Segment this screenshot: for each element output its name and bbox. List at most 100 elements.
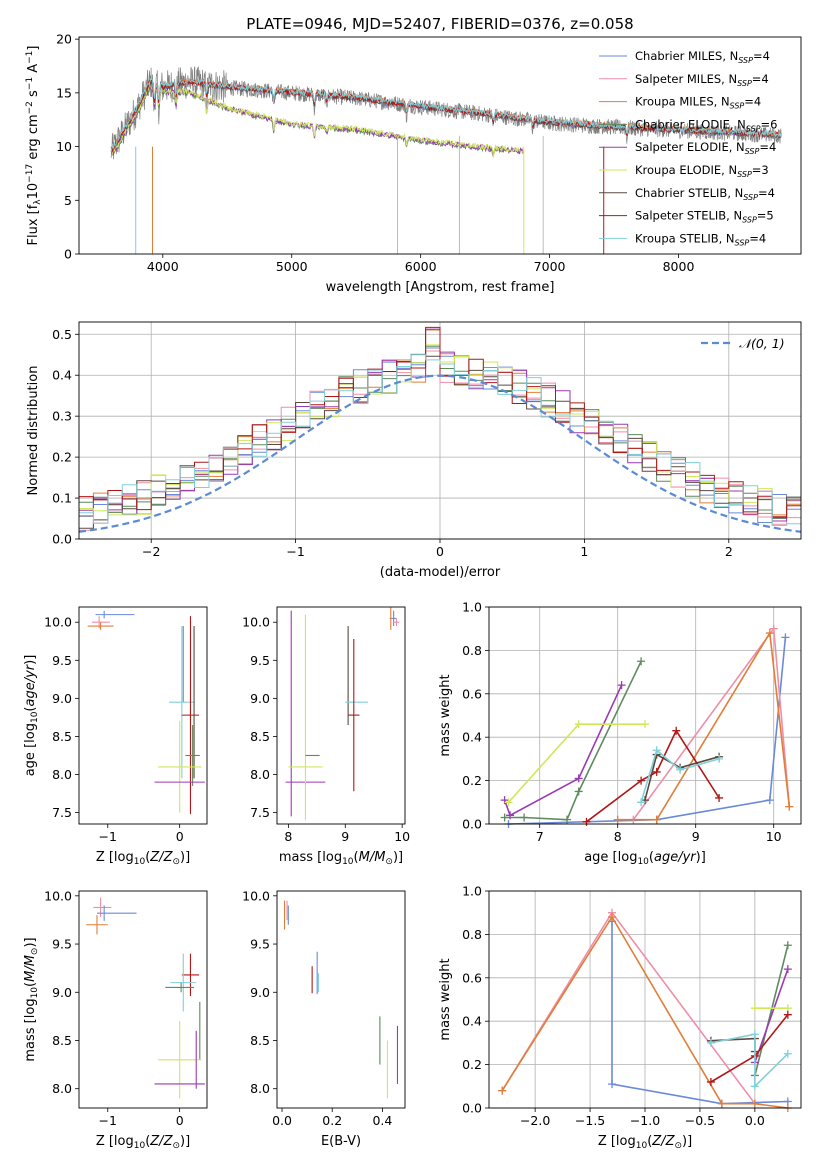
weight_vs_age-point-marker (785, 802, 794, 811)
age_vs_Z-errorbar (185, 725, 200, 786)
weight_vs_Z-point-marker (783, 941, 792, 950)
residuals-xtick-label: −2 (142, 544, 160, 559)
age_vs_Z-xlabel: Z [log10(Z/Z⊙)] (96, 850, 190, 867)
age_vs_Z-errorbar (181, 616, 200, 815)
weight_vs_Z-ytick-label: 0.2 (462, 1057, 482, 1072)
mass_vs_EBV-ytick-label: 8.0 (250, 1081, 270, 1096)
spectrum-legend-label: Salpeter MILES, NSSP=4 (635, 72, 769, 88)
weight_vs_age-point-marker (506, 811, 515, 820)
residuals-xlabel: (data-model)/error (380, 565, 501, 580)
age_vs_Z-ytick-label: 8.0 (52, 767, 72, 782)
weight_vs_Z-point-marker (750, 1030, 759, 1039)
weight_vs_age-point-marker (637, 776, 646, 785)
weight_vs_Z-point-marker (750, 1082, 759, 1091)
weight_vs_age-point-marker (676, 765, 685, 774)
spectrum-legend-label: Kroupa MILES, NSSP=4 (635, 95, 761, 111)
weight_vs_age-point-marker (504, 798, 513, 807)
mass_vs_Z-errorbar (158, 1021, 202, 1099)
mass_vs_Z-errorbar (165, 982, 195, 993)
spectrum-xtick-label: 8000 (663, 259, 695, 274)
age_vs_Z-xtick-label: −1 (99, 829, 117, 844)
residuals-ytick-label: 0.3 (52, 409, 72, 424)
residuals-ytick-label: 0.1 (52, 491, 72, 506)
mass_vs_Z-ylabel: mass [log10(M/M⊙)] (23, 937, 40, 1061)
spectrum-model-line (110, 76, 782, 152)
mass_vs_EBV-xtick-label: 0.2 (322, 1113, 342, 1128)
weight_vs_Z-series-line (710, 1037, 756, 1052)
weight_vs_Z-series-line (754, 945, 789, 1076)
spectrum-legend-label: Kroupa STELIB, NSSP=4 (635, 231, 766, 247)
residuals-legend-label: 𝒩(0, 1) (739, 336, 785, 351)
residuals-ytick-label: 0.0 (52, 532, 72, 547)
weight_vs_age-point-marker (715, 754, 724, 763)
weight_vs_Z-point-marker (717, 1099, 726, 1108)
mass_vs_Z-errorbar (170, 953, 197, 1012)
residuals-ytick-label: 0.4 (52, 368, 72, 383)
spectrum-xtick-label: 7000 (534, 259, 566, 274)
weight_vs_Z-ytick-label: 0.0 (462, 1101, 482, 1116)
weight_vs_Z-ytick-label: 0.8 (462, 927, 482, 942)
weight_vs_age-point-marker (652, 746, 661, 755)
weight_vs_Z-ytick-label: 0.6 (462, 970, 482, 985)
weight_vs_age-series-line (617, 630, 791, 821)
residuals-frame (78, 321, 802, 540)
weight_vs_Z-xtick-label: −2.0 (520, 1113, 550, 1128)
residuals-histogram (79, 354, 801, 526)
weight_vs_Z-series-line (710, 1014, 789, 1083)
residuals-xtick-label: 1 (580, 544, 588, 559)
age_vs_mass-ytick-label: 9.0 (250, 691, 270, 706)
weight_vs_age-ytick-label: 0.8 (462, 643, 482, 658)
age_vs_mass-errorbar (393, 618, 400, 627)
spectrum-axes: 4000 5000 6000 7000 8000 0 5 10 15 20 (56, 32, 694, 274)
age_vs_mass-ytick-label: 8.5 (250, 729, 270, 744)
age_vs_mass-ytick-label: 8.0 (250, 767, 270, 782)
spectrum-ytick-label: 10 (56, 139, 72, 154)
age_vs_Z-errorbar (158, 721, 202, 813)
weight_vs_age-point-marker (769, 624, 778, 633)
spectrum-ytick-label: 15 (56, 85, 72, 100)
weight_vs_Z-point-marker (498, 1086, 507, 1095)
weight_vs_age-point-marker (574, 774, 583, 783)
spectrum-ytick-label: 0 (64, 247, 72, 262)
residuals-xtick-label: −1 (286, 544, 304, 559)
age_vs_Z-ylabel: age [log10(age/yr)] (23, 655, 40, 777)
age_vs_Z-ytick-label: 7.5 (52, 805, 72, 820)
residuals-xtick-label: 0 (436, 544, 444, 559)
weight_vs_Z-axes: −2.0 −1.5 −1.0 −0.5 0.0 0.0 0.2 0.4 0.6 0.8 1.0 (462, 884, 801, 1128)
weight_vs_age-xtick-label: 7 (536, 829, 544, 844)
figure-title: PLATE=0946, MJD=52407, FIBERID=0376, z=0… (246, 15, 633, 33)
age_vs_mass-xtick-label: 8 (284, 829, 292, 844)
spectrum-ylabel: Flux [fλ10−17 erg cm−2 s−1 A−1] (25, 46, 43, 246)
weight_vs_Z-xtick-label: −1.5 (575, 1113, 605, 1128)
weight_vs_age-ytick-label: 0.0 (462, 817, 482, 832)
weight_vs_age-point-marker (582, 817, 591, 826)
mass_vs_Z-frame (78, 890, 208, 1109)
age_vs_mass-errorbar (348, 638, 360, 792)
residuals-ylabel: Normed distribution (26, 366, 41, 496)
weight_vs_Z-point-marker (783, 1049, 792, 1058)
mass_vs_Z-errorbar (181, 953, 200, 997)
mass_vs_EBV-frame (276, 890, 406, 1109)
age_vs_mass-ytick-label: 10.0 (242, 615, 270, 630)
mass_vs_EBV-ytick-label: 10.0 (242, 888, 270, 903)
spectrum-xtick-label: 5000 (276, 259, 308, 274)
weight_vs_age-series-line (632, 626, 791, 821)
age_vs_mass-ytick-label: 9.5 (250, 653, 270, 668)
age_vs_mass-frame (276, 606, 406, 825)
weight_vs_Z-point-marker (750, 1004, 759, 1013)
mass_vs_Z-ytick-label: 9.5 (52, 937, 72, 952)
spectrum-model-line (110, 81, 524, 158)
weight_vs_age-point-marker (563, 815, 571, 824)
weight_vs_Z-point-marker (750, 1099, 759, 1108)
weight_vs_age-point-marker (574, 720, 583, 729)
age_vs_Z-xtick-label: 0 (176, 829, 184, 844)
mass_vs_EBV-ytick-label: 8.5 (250, 1033, 270, 1048)
weight_vs_age-point-marker (617, 681, 626, 690)
residuals-ytick-label: 0.5 (52, 327, 72, 342)
mass_vs_Z-ytick-label: 8.5 (52, 1033, 72, 1048)
weight_vs_Z-ytick-label: 0.4 (462, 1014, 482, 1029)
age_vs_Z-ytick-label: 8.5 (52, 729, 72, 744)
weight_vs_age-point-marker (652, 815, 661, 824)
weight_vs_age-xtick-label: 9 (692, 829, 700, 844)
weight_vs_Z-xtick-label: −0.5 (685, 1113, 715, 1128)
